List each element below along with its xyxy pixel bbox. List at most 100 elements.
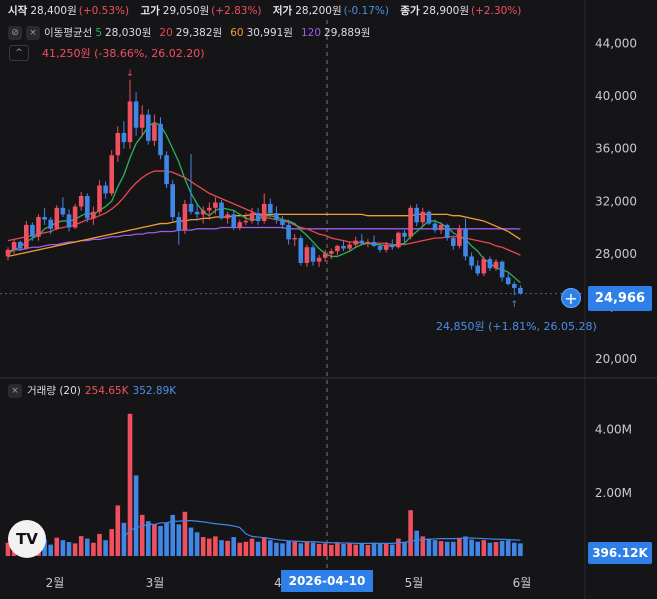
visibility-toggle-icon[interactable]: ⊘ xyxy=(8,25,22,40)
volume-title: 거래량 (20) xyxy=(27,385,81,397)
moving-average-legend: ⊘ × 이동평균선 5 28,030원 20 29,382원 60 30,991원 1… xyxy=(8,25,378,40)
candle-body xyxy=(219,202,224,219)
candle-body xyxy=(225,214,230,219)
volume-bar xyxy=(408,510,413,556)
volume-bar xyxy=(219,540,224,556)
candle-body xyxy=(371,241,377,246)
candle-body xyxy=(91,211,96,219)
high-annotation: 41,250원 (-38.66%, 26.02.20) xyxy=(42,47,205,60)
volume-bar xyxy=(377,543,383,556)
candle-body xyxy=(505,277,511,284)
volume-bar xyxy=(200,537,206,556)
price-tick-label: 40,000 xyxy=(595,89,637,103)
add-alert-plus-icon[interactable]: + xyxy=(561,288,581,308)
candle-body xyxy=(347,244,352,249)
candle-body xyxy=(414,207,419,223)
candle-body xyxy=(310,247,316,262)
x-tick-label: 5월 xyxy=(405,576,424,590)
candle-body xyxy=(249,213,255,221)
volume-bar xyxy=(322,543,328,556)
candle-body xyxy=(329,251,334,254)
candle-body xyxy=(207,207,212,211)
open-label: 시작 xyxy=(8,5,28,17)
volume-bar xyxy=(231,537,236,556)
x-tick-label: 3월 xyxy=(146,576,165,590)
volume-bar xyxy=(505,540,511,556)
volume-tick-label: 4.00M xyxy=(595,423,632,437)
volume-bar xyxy=(243,541,249,556)
high-label: 고가 xyxy=(140,5,160,17)
volume-bar xyxy=(432,540,438,556)
candle-body xyxy=(60,207,66,215)
volume-bar xyxy=(310,542,316,556)
candle-body xyxy=(463,228,468,257)
candle-body xyxy=(481,259,487,274)
candle-body xyxy=(353,240,358,245)
candle-body xyxy=(48,219,53,229)
candle-body xyxy=(152,123,157,141)
candle-body xyxy=(54,207,60,229)
x-tick-label: 4 xyxy=(274,576,282,590)
volume-bar xyxy=(225,540,230,556)
candle-body xyxy=(304,247,310,263)
candle-body xyxy=(97,185,102,212)
collapse-legend-button[interactable]: ^ xyxy=(9,45,29,61)
volume-bar xyxy=(475,541,480,556)
high-value: 29,050원 xyxy=(162,5,210,17)
candle-body xyxy=(377,245,383,250)
volume-bar xyxy=(487,542,493,556)
volume-bar xyxy=(493,542,499,556)
crosshair-date-label: 2026-04-10 xyxy=(281,570,373,592)
candle-body xyxy=(274,213,279,220)
candle-body xyxy=(164,155,169,185)
volume-bar xyxy=(133,475,139,556)
candle-body xyxy=(36,217,41,237)
current-price-label: 24,966 xyxy=(588,286,652,311)
volume-legend: × 거래량 (20) 254.65K 352.89K xyxy=(8,383,176,398)
volume-bar xyxy=(426,538,432,556)
low-change: (-0.17%) xyxy=(343,5,389,17)
tradingview-logo[interactable]: TV xyxy=(8,520,46,558)
candle-body xyxy=(139,114,145,128)
candle-body xyxy=(286,224,291,240)
high-change: (+2.83%) xyxy=(211,5,262,17)
low-annotation: 24,850원 (+1.81%, 26.05.28) xyxy=(436,320,597,333)
candle-body xyxy=(493,261,499,269)
volume-bar xyxy=(463,536,468,556)
candle-body xyxy=(402,232,407,237)
ma60-period: 60 xyxy=(230,26,244,39)
ma60-value: 30,991원 xyxy=(246,27,293,39)
candle-body xyxy=(335,245,340,252)
price-tick-label: 44,000 xyxy=(595,37,637,51)
candle-body xyxy=(298,238,304,263)
volume-bar xyxy=(66,542,72,556)
candle-body xyxy=(341,245,346,249)
low-marker-icon: ↑ xyxy=(511,300,519,310)
candle-body xyxy=(72,206,78,228)
candle-body xyxy=(420,211,426,223)
candle-body xyxy=(109,155,114,194)
ma20-period: 20 xyxy=(159,26,173,39)
open-value: 28,400원 xyxy=(30,5,77,17)
current-volume-label: 396.12K xyxy=(588,542,652,564)
volume-bar xyxy=(280,543,285,556)
low-label: 저가 xyxy=(272,5,293,17)
close-icon[interactable]: × xyxy=(26,25,40,40)
volume-bar xyxy=(42,539,47,556)
volume-bar xyxy=(255,541,261,556)
close-value: 28,900원 xyxy=(422,5,470,17)
candle-body xyxy=(146,114,151,141)
volume-bar xyxy=(451,541,456,556)
open-change: (+0.53%) xyxy=(78,5,130,17)
volume-bar xyxy=(139,514,145,556)
candle-body xyxy=(475,265,480,274)
candle-body xyxy=(133,101,139,128)
candle-body xyxy=(237,222,243,228)
candle-body xyxy=(255,213,261,221)
volume-bar xyxy=(444,541,450,556)
candle-body xyxy=(292,238,297,240)
close-icon[interactable]: × xyxy=(8,383,22,398)
volume-bar xyxy=(261,537,267,556)
candle-body xyxy=(408,207,413,237)
